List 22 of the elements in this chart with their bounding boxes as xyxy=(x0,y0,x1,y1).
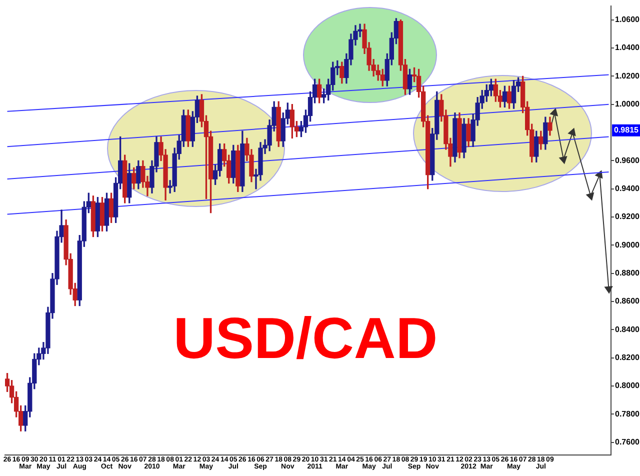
y-tick-label: 1.0200 xyxy=(615,71,640,80)
point xyxy=(604,286,613,294)
y-tick-label: 0.8800 xyxy=(615,268,640,278)
y-tick-label: 1.0400 xyxy=(615,43,640,52)
y-tick-label: 0.9200 xyxy=(615,212,640,222)
point xyxy=(550,108,558,116)
point xyxy=(559,156,568,164)
y-tick-label: 0.9000 xyxy=(615,240,640,250)
annotation: 0.9815 xyxy=(614,126,640,135)
y-tick-label: 0.8200 xyxy=(615,353,640,362)
y-tick-label: 1.0600 xyxy=(615,15,640,24)
y-tick-label: 0.8000 xyxy=(615,381,640,390)
y-tick-label: 0.7800 xyxy=(615,409,640,418)
y-tick-label: 0.9600 xyxy=(615,156,640,165)
y-tick-label: 1.0000 xyxy=(615,100,640,109)
text: USD/CAD xyxy=(172,305,439,372)
point xyxy=(568,128,576,136)
y-tick-label: 0.7600 xyxy=(615,438,640,447)
y-tick-label: 0.9400 xyxy=(615,184,640,194)
y-tick-label: 0.8600 xyxy=(615,296,640,306)
point xyxy=(586,192,594,200)
y-tick-label: 0.8400 xyxy=(615,324,640,334)
